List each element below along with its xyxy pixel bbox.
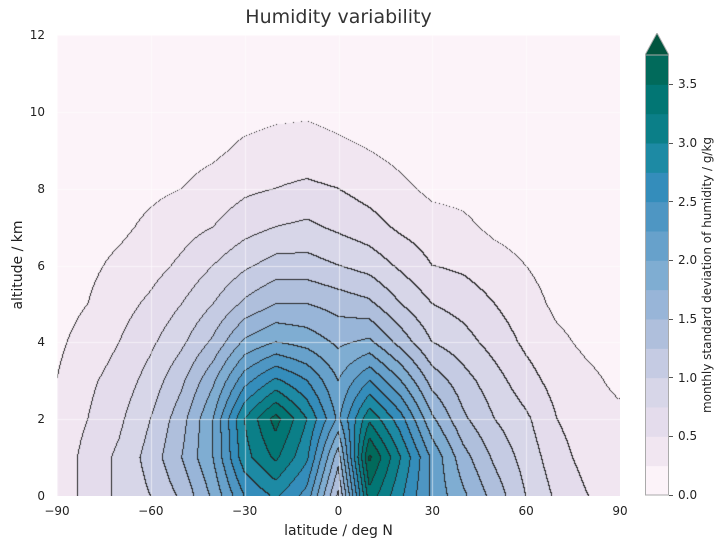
- x-tick-label: 60: [518, 504, 534, 518]
- colorbar-segment: [645, 289, 669, 320]
- colorbar-extend-arrow: [645, 33, 669, 56]
- colorbar-tick-label: 0.5: [678, 429, 698, 444]
- colorbar-tick-label: 0.0: [678, 488, 698, 502]
- colorbar-tick-label: 2.5: [678, 194, 698, 209]
- y-tick-label: 0: [37, 489, 45, 503]
- colorbar-tick-label: 3.5: [678, 77, 698, 92]
- colorbar-segment: [645, 172, 669, 203]
- colorbar-segment: [645, 84, 669, 115]
- colorbar-tick-mark: [669, 201, 673, 203]
- colorbar-segment: [645, 465, 669, 496]
- colorbar-tick-mark: [669, 259, 673, 261]
- colorbar-tick-label: 2.0: [678, 253, 698, 268]
- y-tick-label: 12: [29, 28, 45, 42]
- y-tick-label: 6: [37, 258, 45, 273]
- colorbar-segment: [645, 55, 669, 85]
- colorbar-segment: [645, 260, 669, 291]
- colorbar-tick-label: 3.0: [678, 136, 698, 150]
- x-tick-label: −90: [44, 504, 70, 518]
- colorbar-tick-mark: [669, 494, 673, 496]
- colorbar-label: monthly standard deviation of humidity /…: [700, 136, 714, 414]
- x-tick-label: 90: [612, 504, 628, 518]
- x-tick-label: 0: [334, 504, 343, 518]
- colorbar-tick-label: 1.5: [678, 312, 698, 326]
- y-tick-label: 4: [37, 335, 45, 350]
- colorbar-segment: [645, 319, 669, 349]
- colorbar: [645, 33, 669, 496]
- y-tick-label: 2: [37, 412, 45, 427]
- colorbar-tick-mark: [669, 142, 673, 144]
- colorbar-tick-label: 1.0: [678, 370, 698, 385]
- colorbar-tick-mark: [669, 435, 673, 437]
- colorbar-tick-mark: [669, 83, 673, 85]
- plot-area: [57, 35, 620, 496]
- x-tick-label: 30: [424, 504, 440, 518]
- colorbar-segment: [645, 201, 669, 232]
- colorbar-segment: [645, 436, 669, 467]
- colorbar-segment: [645, 113, 669, 144]
- x-axis-label: latitude / deg N: [284, 523, 393, 539]
- colorbar-segment: [645, 407, 669, 437]
- y-tick-label: 10: [29, 104, 45, 119]
- colorbar-segment: [645, 377, 669, 408]
- colorbar-frame: [645, 54, 669, 496]
- chart-title: Humidity variability: [245, 6, 432, 28]
- colorbar-segment: [645, 348, 669, 379]
- colorbar-tick-mark: [669, 318, 673, 320]
- colorbar-tick-mark: [669, 377, 673, 379]
- contour-field: [57, 35, 620, 496]
- y-tick-label: 8: [37, 181, 45, 196]
- colorbar-segment: [645, 231, 669, 261]
- x-tick-label: −60: [138, 504, 164, 518]
- colorbar-segment: [645, 143, 669, 173]
- x-tick-label: −30: [231, 504, 258, 518]
